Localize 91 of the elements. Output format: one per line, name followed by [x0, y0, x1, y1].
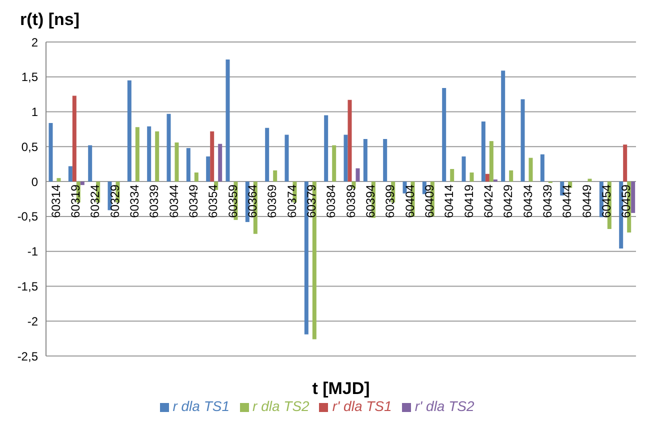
bar	[462, 156, 466, 182]
bar	[186, 148, 190, 182]
bar	[273, 170, 278, 182]
legend-label: r' dla TS2	[414, 398, 474, 414]
x-tick-label: 60404	[402, 184, 417, 218]
bar	[493, 179, 498, 182]
y-tick-label: 1	[31, 105, 38, 120]
x-tick-label: 60414	[442, 184, 456, 218]
bar	[68, 166, 72, 182]
x-tick-label: 60424	[482, 184, 496, 218]
x-tick-label: 60339	[147, 184, 162, 218]
bar	[155, 131, 160, 182]
x-tick-label: 60459	[619, 184, 634, 218]
bar	[218, 144, 222, 182]
bar	[226, 59, 230, 182]
x-tick-label: 60429	[501, 184, 516, 218]
bar	[623, 144, 628, 182]
bar	[363, 138, 368, 182]
x-tick-label: 60454	[600, 184, 614, 218]
bar	[265, 128, 270, 182]
y-tick-label: -0,5	[17, 210, 38, 224]
chart-title: r(t) [ns]	[20, 10, 80, 30]
x-tick-label: 60389	[344, 184, 358, 218]
x-tick-label: 60444	[560, 184, 574, 218]
x-tick-label: 60384	[324, 184, 338, 218]
y-tick-label: 2	[31, 35, 38, 50]
bar	[324, 115, 328, 182]
bar	[210, 131, 214, 182]
x-tick-label: 60374	[284, 184, 299, 218]
bar	[528, 158, 533, 182]
x-tick-label: 60369	[265, 184, 280, 218]
bar	[348, 100, 352, 182]
bar	[72, 96, 76, 182]
x-tick-label: 60364	[246, 184, 260, 218]
bar	[166, 114, 171, 182]
x-tick-label: 60379	[304, 184, 318, 218]
x-tick-label: 60399	[383, 184, 398, 218]
x-tick-label: 60394	[364, 184, 378, 218]
x-tick-label: 60319	[68, 184, 82, 218]
x-tick-label: 60314	[48, 184, 63, 218]
bar	[147, 126, 152, 182]
bar	[520, 99, 525, 182]
bar	[344, 134, 348, 182]
x-tick-label: 60334	[128, 184, 142, 218]
bar	[402, 182, 407, 194]
y-tick-label: 0	[31, 174, 38, 189]
bar	[284, 134, 289, 182]
x-tick-label: 60324	[88, 184, 102, 218]
bar	[356, 168, 360, 182]
y-tick-label: -2	[27, 314, 38, 328]
x-tick-label: 60449	[580, 184, 594, 218]
y-tick-label: 0,5	[21, 140, 38, 154]
y-tick-label: 1,5	[21, 70, 38, 84]
x-tick-label: 60409	[422, 184, 436, 218]
y-tick-label: -1	[27, 244, 38, 259]
bar	[206, 156, 210, 182]
bar	[332, 145, 336, 182]
x-tick-label: 60434	[520, 184, 535, 218]
bar	[88, 145, 92, 182]
bar	[174, 142, 179, 182]
x-tick-label: 60349	[186, 184, 200, 218]
bar	[631, 182, 636, 213]
bar	[501, 70, 506, 182]
bar	[485, 174, 490, 182]
bar	[127, 80, 132, 182]
bar	[442, 88, 446, 182]
legend-label: r dla TS2	[252, 398, 310, 414]
bar	[56, 178, 61, 182]
bar	[509, 170, 514, 182]
bar	[383, 138, 388, 182]
legend-label: r' dla TS1	[332, 398, 392, 414]
x-tick-label: 60439	[540, 184, 554, 218]
x-tick-label: 60419	[462, 184, 476, 218]
bar	[450, 168, 454, 182]
bar	[194, 172, 198, 182]
bar	[135, 127, 140, 182]
x-tick-label: 60329	[108, 184, 122, 218]
bar	[48, 122, 53, 182]
x-tick-label: 60354	[206, 184, 220, 218]
legend-label: r dla TS1	[172, 398, 230, 414]
bar	[481, 122, 486, 182]
bar	[540, 154, 544, 182]
y-tick-label: -2,5	[17, 349, 38, 364]
bar	[489, 141, 494, 182]
bar	[80, 182, 84, 186]
y-tick-label: -1,5	[17, 279, 38, 294]
bar	[470, 172, 474, 182]
x-axis-title: t [MJD]	[312, 379, 370, 398]
x-tick-label: 60359	[226, 184, 240, 218]
x-tick-label: 60344	[166, 184, 181, 218]
bar	[304, 182, 308, 334]
